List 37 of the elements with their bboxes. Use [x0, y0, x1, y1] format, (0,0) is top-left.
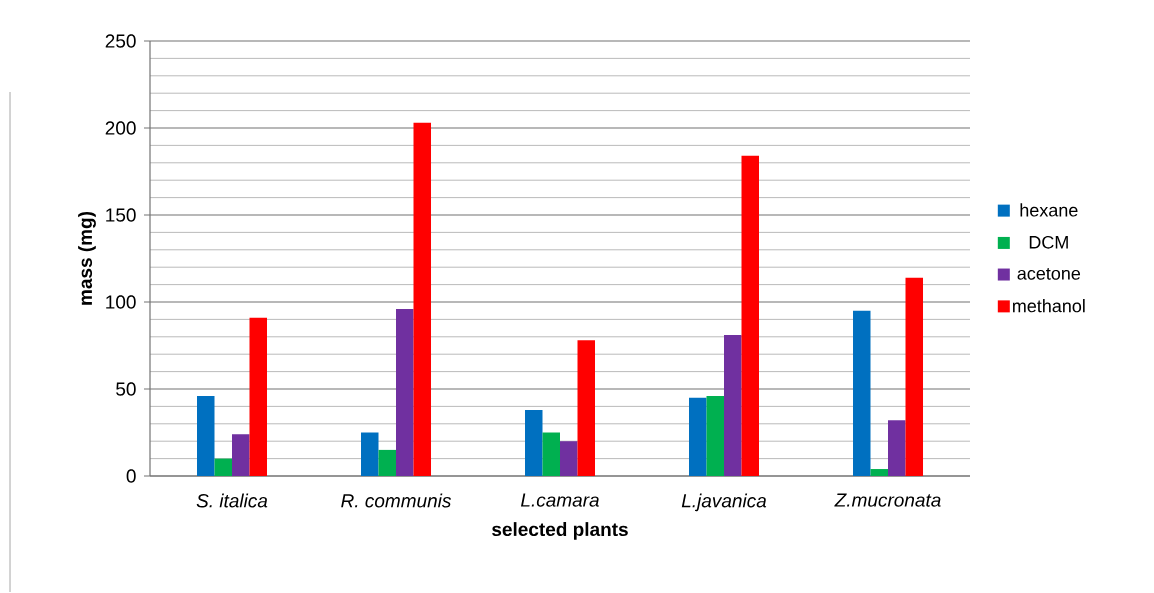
bar — [560, 441, 578, 477]
bar — [525, 410, 543, 477]
bar — [706, 396, 724, 477]
bar — [542, 432, 561, 477]
bar — [361, 432, 379, 477]
bar — [689, 397, 707, 477]
bar — [249, 317, 267, 477]
legend-label: methanol — [1013, 299, 1085, 313]
bar — [577, 340, 595, 477]
y-tick-label: 0 — [126, 469, 136, 483]
bar — [378, 450, 396, 477]
x-tick-label: S. italica — [196, 493, 268, 508]
legend-label: hexane — [1020, 203, 1078, 217]
bar — [396, 309, 414, 477]
bar — [905, 277, 924, 477]
x-tick-label: L.camara — [520, 493, 599, 508]
y-tick-label: 150 — [106, 208, 136, 222]
bar — [853, 310, 871, 477]
y-tick-label: 200 — [105, 121, 136, 135]
bar — [870, 469, 889, 477]
x-tick-label: Z.mucronata — [834, 493, 941, 508]
bar — [214, 458, 232, 477]
bar — [724, 335, 742, 477]
bar — [232, 434, 250, 477]
y-tick-label: 100 — [106, 295, 136, 309]
x-tick-label: R. communis — [341, 493, 452, 508]
y-tick-label: 50 — [116, 382, 136, 396]
bar — [888, 420, 906, 477]
x-axis-title: selected plants — [492, 522, 628, 541]
legend-label: DCM — [1029, 236, 1068, 249]
bar — [413, 123, 431, 477]
y-axis-title: mass (mg) — [78, 212, 96, 306]
bar — [741, 156, 760, 477]
legend-label: acetone — [1017, 268, 1081, 281]
bar — [197, 396, 215, 477]
x-tick-label: L.javanica — [681, 493, 767, 512]
y-tick-label: 250 — [105, 34, 136, 48]
